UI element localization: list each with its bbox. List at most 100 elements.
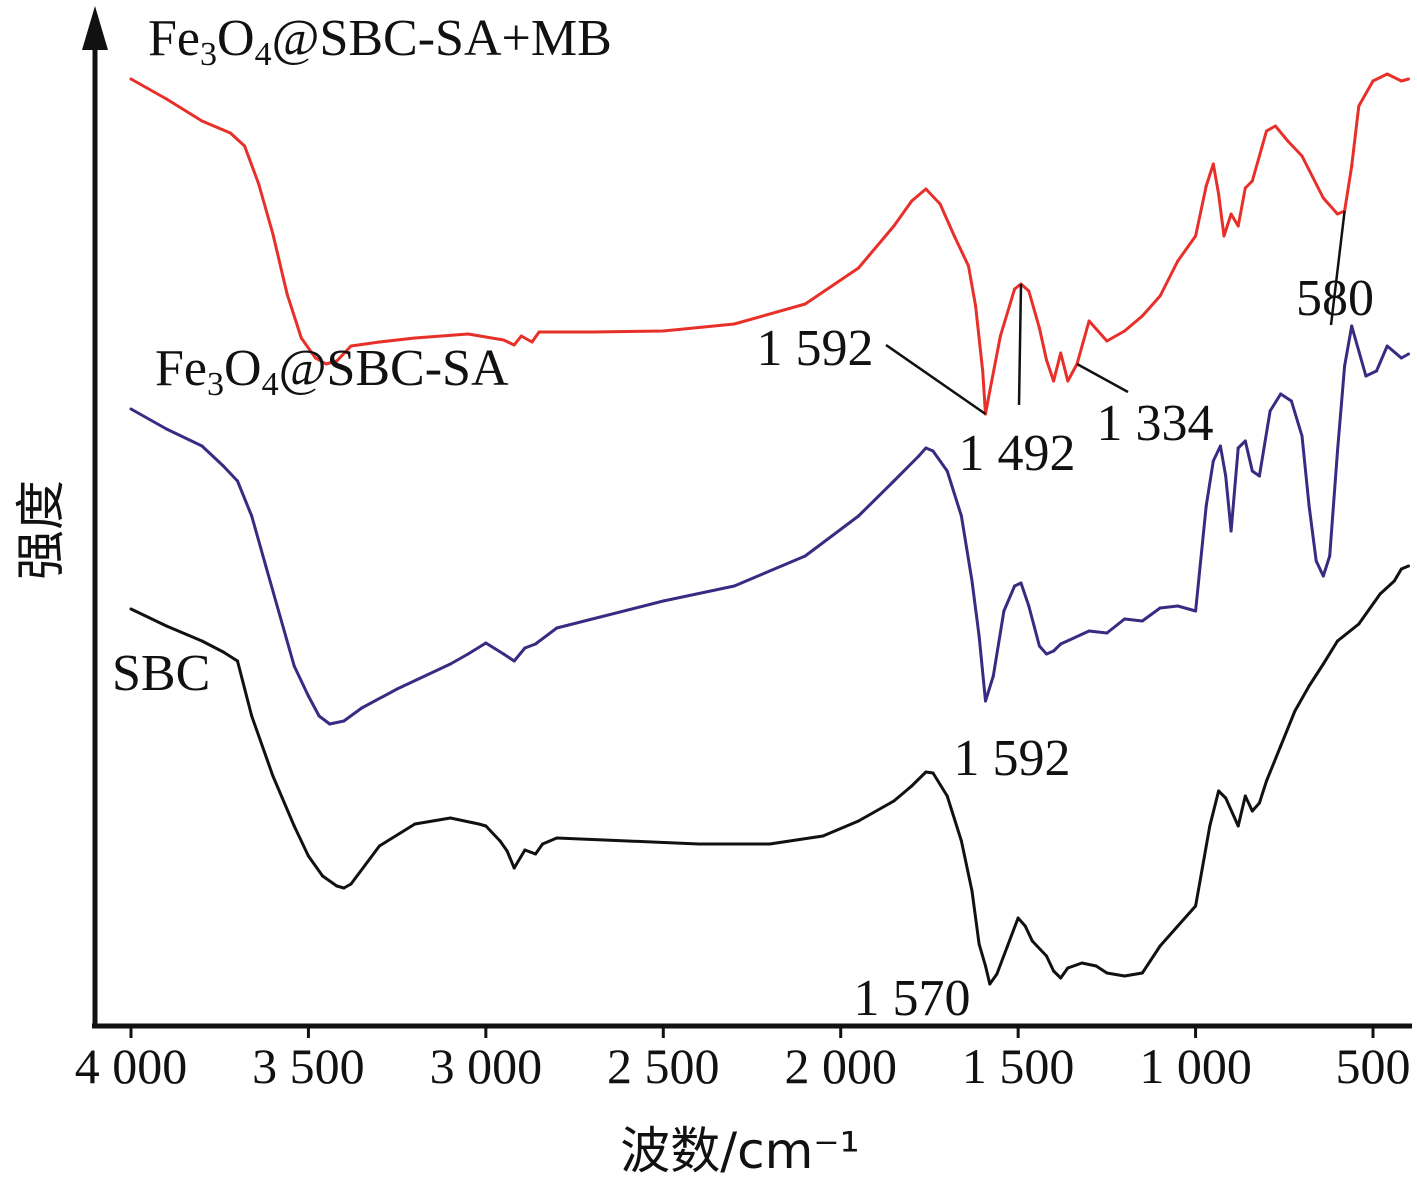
series-1-point [1350, 324, 1354, 328]
series-2-point [931, 771, 935, 775]
x-tick-label: 1 000 [1139, 1038, 1252, 1094]
series-0-point [967, 264, 970, 268]
series-1-point [1328, 554, 1332, 558]
series-1-point [1140, 619, 1144, 623]
series-1-point [1059, 642, 1063, 646]
series-1-point [1052, 649, 1056, 653]
x-axis-title: 波数/cm⁻¹ [620, 1122, 859, 1180]
series-0-point [1243, 186, 1247, 190]
series-2-point [1105, 971, 1109, 975]
series-1-point [1013, 584, 1017, 588]
series-1-point [502, 652, 506, 656]
series-1-point [264, 564, 268, 568]
series-0-point [661, 329, 665, 333]
x-tick-label: 3 000 [430, 1038, 543, 1094]
series-1-point [892, 479, 896, 483]
series-1-point [1158, 606, 1162, 610]
series-1-point [236, 479, 239, 483]
series-2-point [321, 874, 325, 878]
series-2-point [1016, 916, 1020, 920]
series-group [129, 72, 1410, 986]
series-2-point [1265, 779, 1268, 783]
series-1-point [165, 427, 168, 431]
series-0-point [1265, 129, 1268, 133]
series-0-point [952, 234, 956, 238]
series-1-point [1257, 474, 1261, 478]
x-tick-label: 500 [1336, 1038, 1411, 1094]
series-1-point [221, 464, 225, 468]
series-0-point [1140, 314, 1144, 318]
series-2-point [349, 882, 353, 886]
series-2-point [250, 714, 254, 718]
series-1-point [1300, 434, 1304, 438]
series-1-point [1087, 629, 1091, 633]
series-2-point [924, 770, 928, 774]
series-2-point [1257, 801, 1261, 805]
series-label-2: SBC [112, 645, 210, 702]
series-1-point [555, 626, 559, 630]
series-0-point [1204, 184, 1208, 188]
series-2-point [306, 854, 310, 858]
annotation-leader-line [1017, 283, 1023, 406]
series-line-2 [130, 564, 1410, 986]
series-2-point [555, 836, 559, 840]
x-tick-label: 2 500 [607, 1038, 720, 1094]
series-1-point [1176, 604, 1180, 608]
series-2-point [1052, 969, 1056, 973]
series-1-point [448, 662, 452, 666]
series-0-point [1013, 287, 1017, 291]
series-1-point [1364, 374, 1368, 378]
series-2-point [484, 824, 488, 828]
annotation-label: 580 [1296, 270, 1374, 327]
series-2-point [1250, 809, 1254, 813]
series-0-point [165, 97, 168, 101]
series-0-point [200, 119, 204, 123]
annotation-label: 1 592 [954, 730, 1071, 787]
series-1-point [917, 454, 921, 458]
y-axis-title: 强度 [12, 480, 70, 580]
series-2-point [534, 852, 537, 856]
series-1-point [1307, 504, 1311, 508]
series-2-point [129, 607, 133, 611]
series-2-point [1140, 971, 1144, 975]
series-1-point [1211, 459, 1215, 463]
series-0-point [857, 266, 860, 270]
series-1-point [1321, 574, 1325, 578]
series-0-point [924, 187, 928, 191]
series-2-point [1023, 924, 1027, 928]
series-1-point [1027, 604, 1031, 608]
series-2-point [1392, 579, 1396, 583]
series-0-point [1045, 358, 1048, 362]
series-1-point [484, 641, 488, 645]
series-0-point [1027, 289, 1031, 293]
series-1-point [1399, 356, 1403, 360]
series-1-point [970, 579, 974, 583]
series-0-point [892, 224, 896, 228]
series-0-point [1176, 259, 1180, 263]
series-1-point [661, 599, 665, 603]
series-0-point [519, 334, 523, 338]
series-0-point [1217, 192, 1221, 196]
series-2-point [505, 849, 509, 853]
series-2-point [236, 659, 239, 663]
series-1-point [1019, 581, 1023, 585]
series-0-point [1286, 139, 1290, 143]
series-0-point [1211, 162, 1215, 166]
series-2-point [1293, 709, 1297, 713]
series-2-point [1176, 924, 1180, 928]
series-1-point [523, 646, 527, 650]
series-1-point [945, 469, 949, 473]
series-0-point [530, 340, 534, 344]
series-0-point [910, 199, 914, 203]
series-2-point [335, 884, 339, 888]
series-2-point [1059, 976, 1063, 980]
series-1-point [1194, 609, 1198, 613]
series-0-point [938, 202, 942, 206]
series-1-point [1289, 399, 1293, 403]
series-0-point [324, 362, 328, 366]
series-2-point [200, 639, 204, 643]
series-1-point [1045, 652, 1048, 656]
series-2-point [448, 816, 452, 820]
annotation-leader-line [1329, 210, 1346, 326]
series-labels: Fe3O4@SBC-SA+MB Fe3O4@SBC-SA SBC [112, 10, 612, 702]
